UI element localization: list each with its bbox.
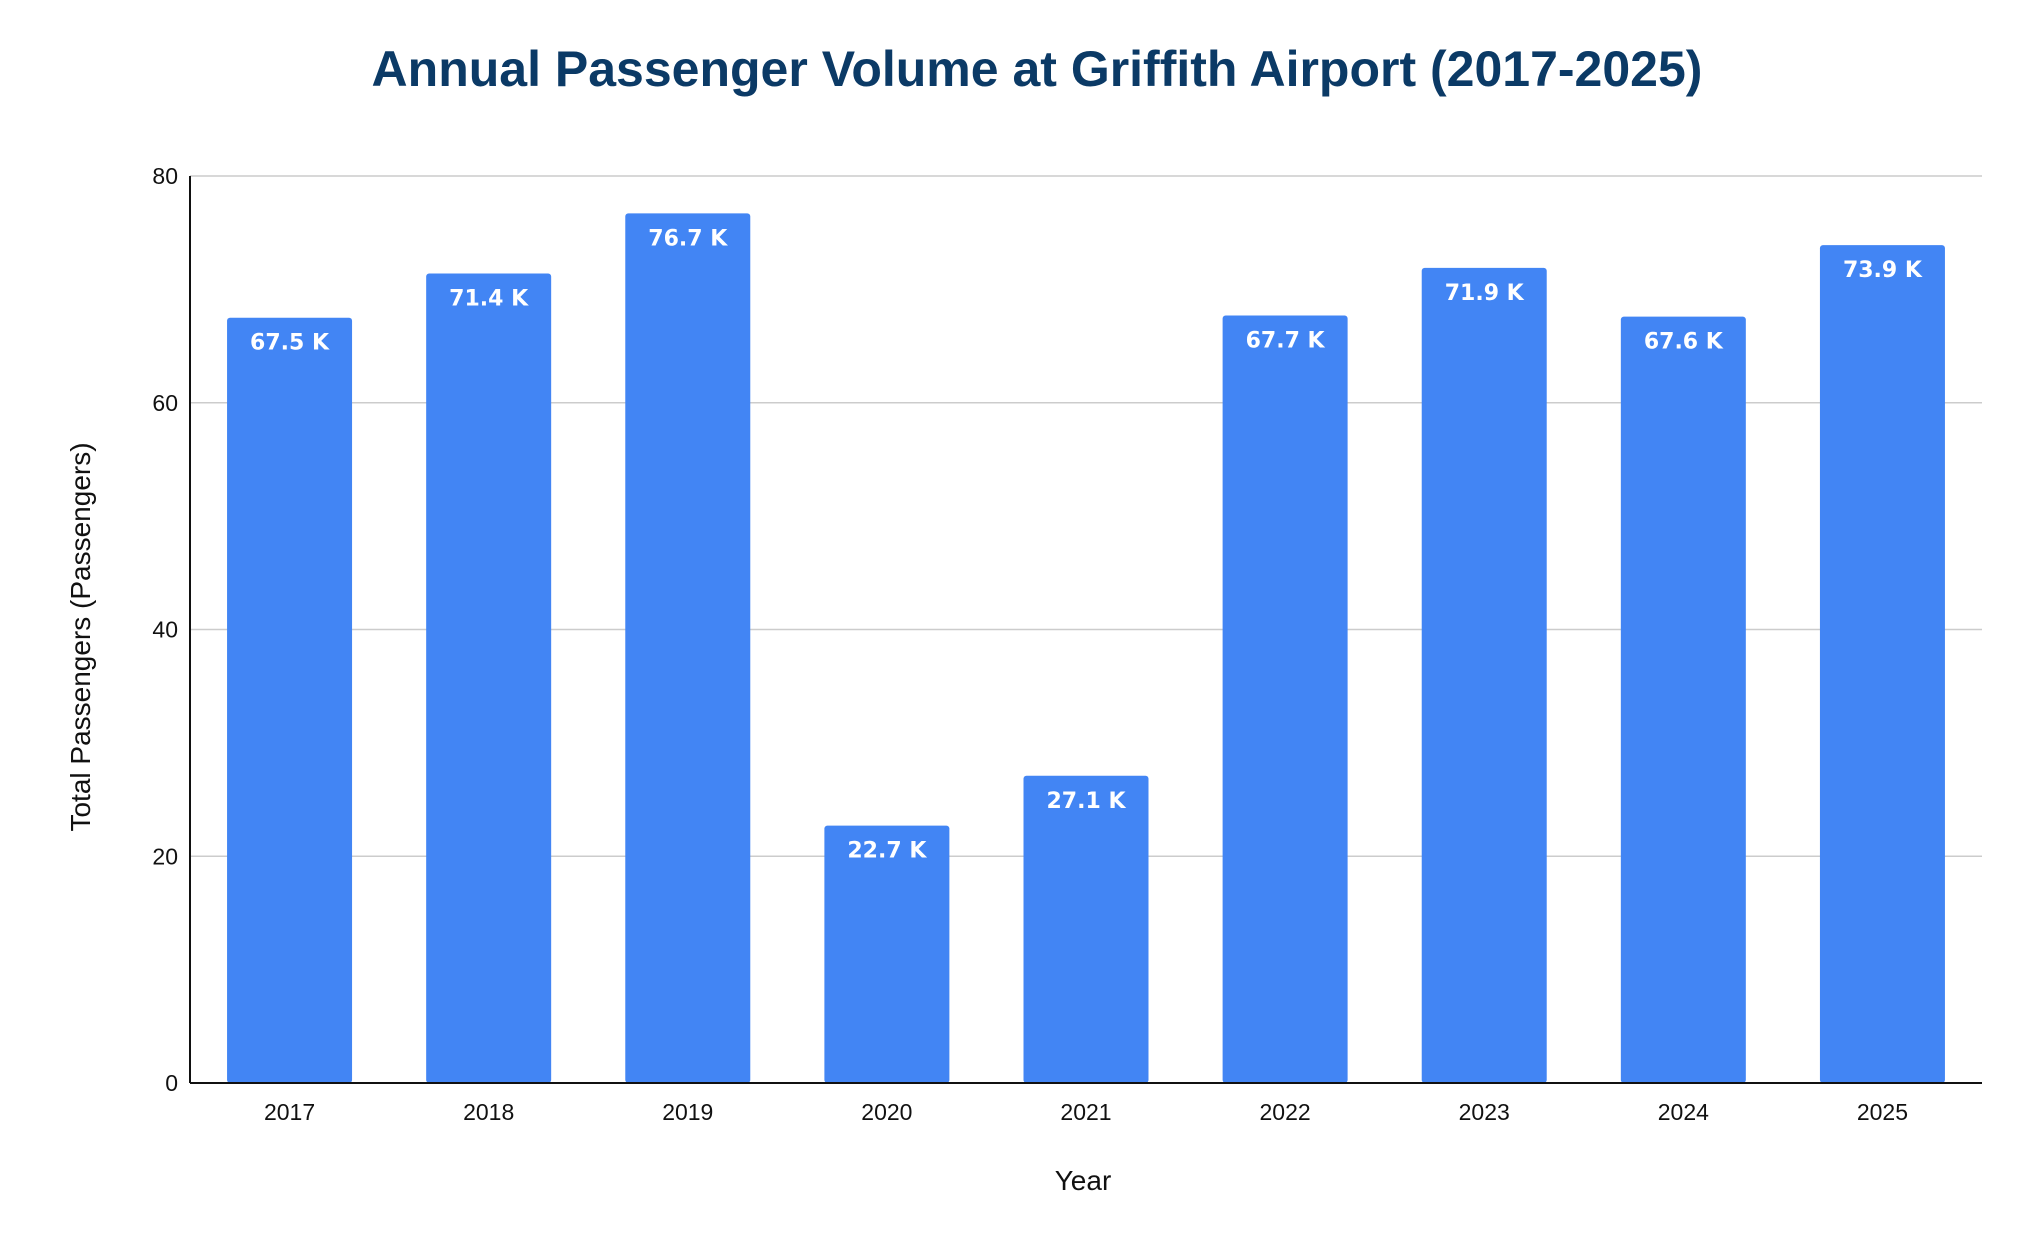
axes [189,176,1982,1084]
bar-2017 [227,317,353,1083]
x-tick-label-2024: 2024 [1658,1099,1709,1125]
y-tick-label: 80 [152,163,178,189]
x-tick-label-2019: 2019 [662,1099,713,1125]
x-tick-labels: 2017 2018 2019 2020 2021 2022 2023 2024 2025 [264,1099,1908,1125]
bar-2024 [1620,316,1746,1084]
data-label-2023: 71.9 K [1445,281,1525,306]
x-tick-label-2017: 2017 [264,1099,315,1125]
x-tick-label-2021: 2021 [1060,1099,1111,1125]
y-tick-label: 20 [152,843,178,869]
bar-2020 [824,825,950,1083]
bar-2025 [1819,245,1945,1083]
bar-2018 [426,273,552,1083]
x-axis-label: Year [1055,1165,1112,1196]
bar-2019 [625,213,751,1083]
bar-2023 [1421,267,1547,1083]
y-axis-label: Total Passengers (Passengers) [65,442,96,831]
data-label-2025: 73.9 K [1843,258,1923,283]
x-tick-label-2020: 2020 [861,1099,912,1125]
x-tick-label-2023: 2023 [1459,1099,1510,1125]
bar-2021 [1023,775,1149,1083]
data-label-2021: 27.1 K [1047,789,1127,814]
y-tick-label: 0 [165,1070,178,1096]
x-tick-label-2025: 2025 [1857,1099,1908,1125]
chart-title: Annual Passenger Volume at Griffith Airp… [372,41,1703,97]
data-label-2018: 71.4 K [449,287,529,312]
data-label-2017: 67.5 K [250,331,330,356]
data-label-2022: 67.7 K [1246,328,1326,353]
bar-2022 [1222,315,1348,1083]
bars [227,213,1945,1084]
data-labels: 67.5 K 71.4 K 76.7 K 22.7 K 27.1 K 67.7 K 71.9… [250,226,1923,863]
y-tick-label: 40 [152,617,178,643]
x-tick-label-2022: 2022 [1260,1099,1311,1125]
data-label-2019: 76.7 K [648,226,728,251]
data-label-2024: 67.6 K [1644,330,1724,355]
data-label-2020: 22.7 K [847,839,927,864]
y-tick-labels: 0 20 40 60 80 [152,163,178,1096]
y-tick-label: 60 [152,390,178,416]
x-tick-label-2018: 2018 [463,1099,514,1125]
